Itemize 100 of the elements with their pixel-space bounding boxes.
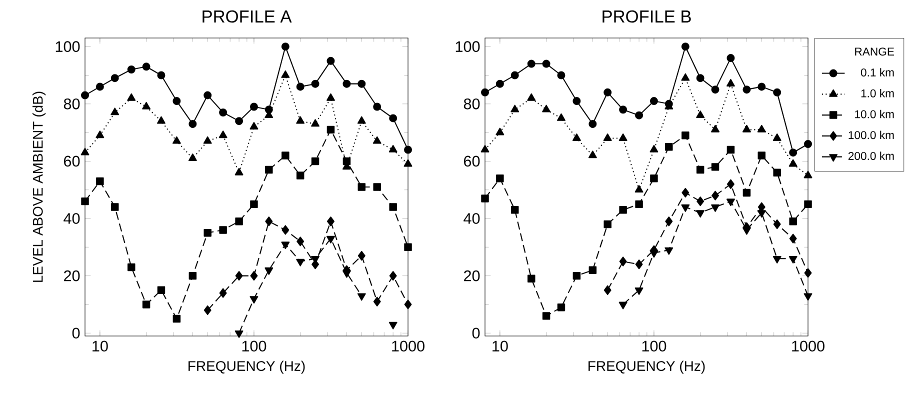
point [696, 110, 705, 118]
point [603, 133, 612, 141]
point [789, 234, 797, 244]
point [557, 71, 566, 80]
point [496, 174, 504, 182]
y-tick-label: 80 [64, 98, 80, 110]
point [588, 120, 597, 128]
point [804, 293, 812, 301]
point [404, 243, 412, 252]
point [681, 204, 690, 212]
point [510, 104, 520, 112]
point [250, 271, 258, 281]
point [542, 312, 550, 320]
point [250, 102, 258, 111]
point [681, 42, 690, 51]
point [711, 86, 720, 94]
point [172, 97, 181, 106]
point [264, 267, 274, 275]
point [326, 93, 335, 101]
point [188, 154, 197, 162]
point [358, 183, 366, 191]
point [326, 216, 334, 226]
point [219, 226, 227, 234]
point [110, 74, 119, 82]
point [80, 148, 90, 156]
point [496, 128, 504, 136]
legend-label: 200.0 km [848, 152, 894, 160]
point [804, 140, 812, 148]
point [404, 146, 412, 154]
point [142, 62, 150, 71]
point [281, 242, 290, 250]
point [373, 183, 381, 191]
point [203, 136, 212, 144]
point [111, 203, 119, 211]
point [650, 250, 658, 258]
point [81, 197, 89, 206]
point [588, 266, 597, 274]
point [634, 185, 644, 193]
point [711, 204, 720, 212]
point [311, 119, 320, 127]
point [188, 120, 197, 128]
point [172, 136, 181, 144]
point [618, 133, 628, 141]
point [204, 228, 212, 237]
point [789, 148, 798, 157]
x-axis-title: FREQUENCY (Hz) [188, 360, 305, 374]
point [204, 305, 212, 315]
y-tick-label: 0 [72, 328, 80, 339]
point [527, 60, 536, 68]
point [296, 82, 304, 91]
point [726, 54, 735, 62]
point [81, 91, 90, 100]
point [110, 108, 120, 116]
legend-label: 100.0 km [848, 130, 894, 140]
point [142, 102, 151, 110]
point [157, 71, 166, 80]
point [404, 300, 412, 310]
point [773, 219, 781, 230]
point [758, 152, 766, 160]
y-tick-label: 80 [464, 98, 480, 110]
point [342, 80, 351, 88]
point [542, 104, 551, 112]
point [510, 206, 519, 214]
point [404, 159, 412, 167]
point [772, 133, 782, 141]
point [142, 300, 150, 308]
point [773, 168, 781, 177]
point [235, 218, 243, 226]
point [311, 80, 320, 88]
point [358, 250, 366, 261]
point [618, 302, 628, 310]
point [388, 322, 398, 330]
point [358, 80, 366, 88]
point [235, 117, 244, 126]
point [664, 247, 674, 255]
point [388, 144, 398, 152]
point [326, 126, 335, 134]
point [635, 200, 643, 208]
legend-label: 1.0 km [861, 89, 894, 98]
legend-title: RANGE [855, 48, 894, 56]
point [234, 168, 244, 176]
y-tick-label: 60 [64, 156, 80, 167]
point [481, 88, 490, 96]
point [389, 203, 397, 211]
point [696, 210, 705, 218]
point [157, 286, 166, 294]
point [726, 79, 735, 87]
point [773, 88, 782, 96]
point [758, 202, 766, 212]
point [296, 116, 305, 124]
point [635, 260, 643, 270]
point [373, 102, 382, 111]
point [619, 256, 627, 266]
point [510, 71, 519, 80]
point [96, 130, 104, 138]
point [619, 206, 627, 214]
point [726, 198, 735, 206]
point [342, 157, 351, 166]
point [265, 216, 273, 226]
y-tick-label: 20 [64, 270, 80, 282]
